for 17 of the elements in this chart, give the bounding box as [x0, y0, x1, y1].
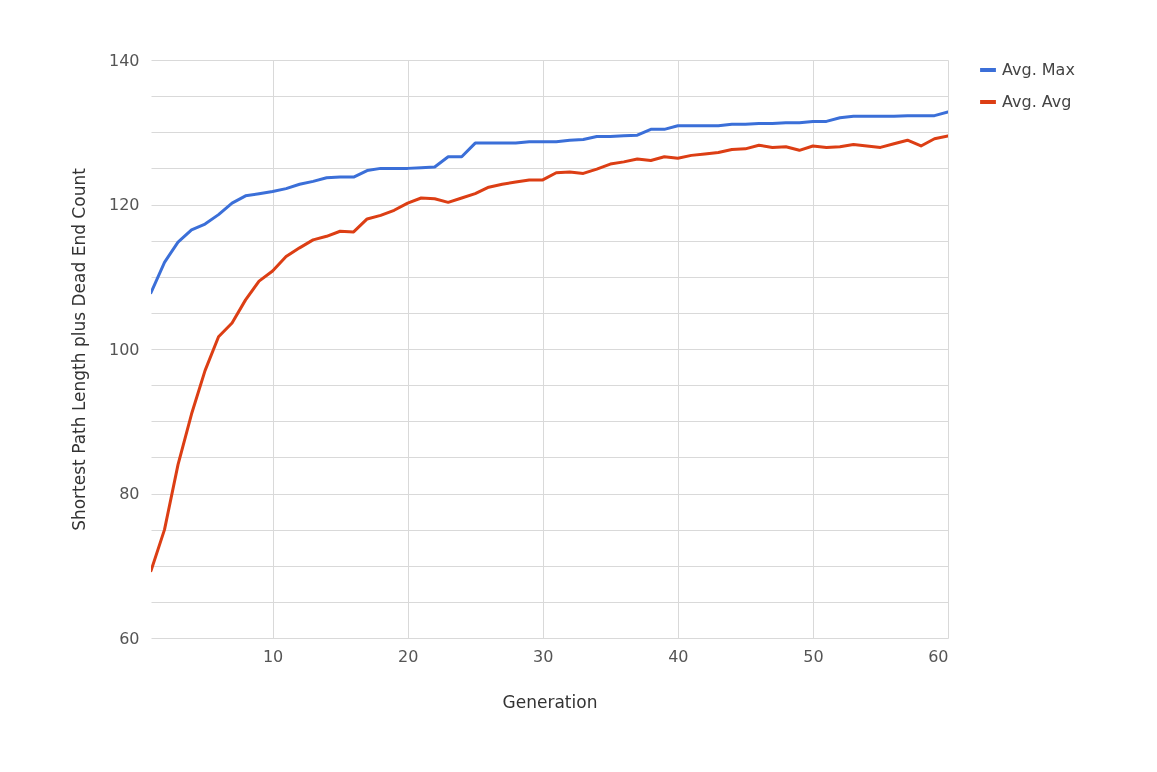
y-axis-title: Shortest Path Length plus Dead End Count [68, 167, 89, 531]
x-tick-label: 30 [533, 646, 554, 666]
x-tick-label: 60 [928, 646, 949, 666]
legend-label: Avg. Avg [1002, 92, 1072, 111]
y-tick-label: 100 [108, 339, 140, 359]
y-tick-label: 80 [119, 484, 140, 503]
line-series [151, 134, 948, 573]
legend-label: Avg. Max [1002, 60, 1075, 79]
x-axis-title: Generation [502, 691, 598, 712]
y-tick-label: 60 [119, 628, 140, 648]
x-tick-label: 10 [262, 646, 284, 666]
x-tick-label: 50 [803, 646, 824, 666]
line-series [151, 110, 948, 295]
x-tick-label: 20 [397, 646, 419, 666]
x-tick-label: 40 [668, 646, 689, 666]
y-tick-label: 140 [108, 50, 140, 70]
y-tick-label: 120 [108, 195, 140, 214]
